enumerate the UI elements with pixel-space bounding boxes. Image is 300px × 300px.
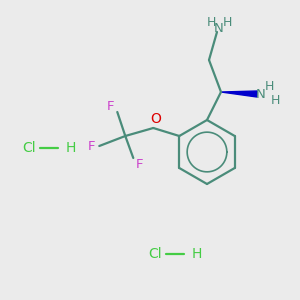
Text: N: N bbox=[214, 22, 224, 35]
Text: H: H bbox=[222, 16, 232, 28]
Text: H: H bbox=[206, 16, 216, 28]
Text: N: N bbox=[256, 88, 266, 101]
Text: F: F bbox=[88, 140, 95, 154]
Text: F: F bbox=[106, 100, 114, 112]
Polygon shape bbox=[221, 91, 257, 97]
Text: Cl: Cl bbox=[22, 141, 36, 155]
Text: H: H bbox=[264, 80, 274, 92]
Text: H: H bbox=[66, 141, 76, 155]
Text: H: H bbox=[192, 247, 202, 261]
Text: Cl: Cl bbox=[148, 247, 162, 261]
Text: H: H bbox=[270, 94, 280, 106]
Text: O: O bbox=[150, 112, 161, 126]
Text: F: F bbox=[136, 158, 143, 172]
